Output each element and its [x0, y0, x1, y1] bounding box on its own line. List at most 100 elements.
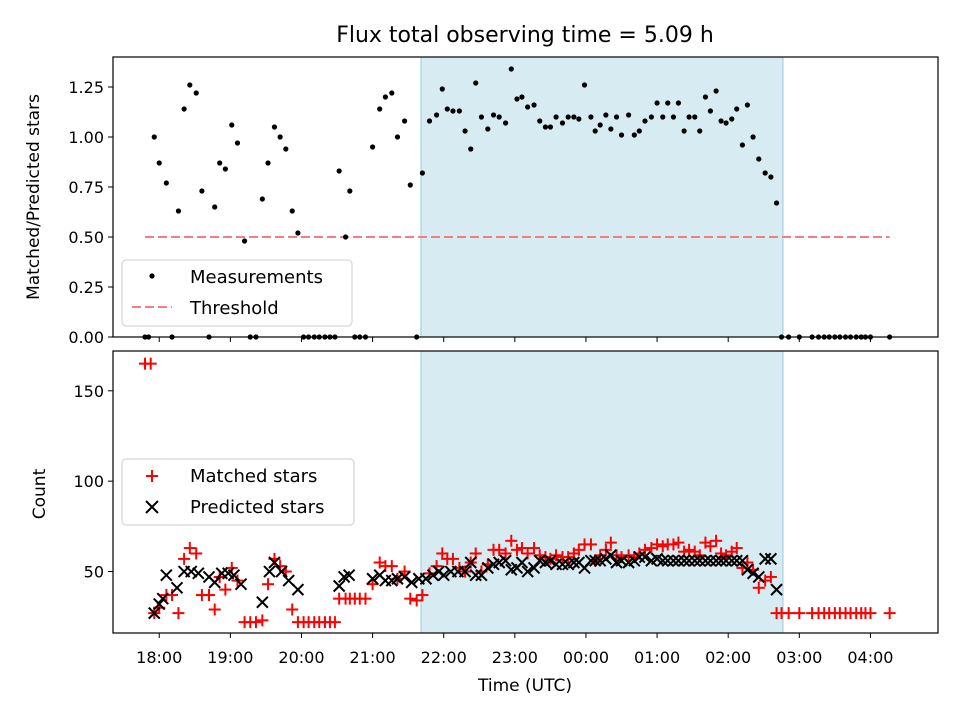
predicted-star-point — [736, 554, 749, 567]
predicted-star-point — [275, 565, 288, 578]
top-y-axis-label: Matched/Predicted stars — [24, 94, 44, 300]
top-ytick-label: 0.50 — [68, 228, 104, 247]
bottom-y-ticks: 50 100 150 — [73, 382, 113, 582]
matched-star-point — [528, 542, 541, 555]
matched-star-point — [262, 578, 275, 591]
measurement-point — [199, 188, 205, 194]
predicted-star-point — [405, 576, 418, 589]
predicted-star-point — [770, 583, 783, 596]
matched-star-point — [793, 607, 806, 620]
measurement-point — [592, 128, 598, 134]
predicted-star-point — [227, 568, 241, 582]
matched-star-point — [178, 552, 191, 565]
top-panel: Flux total observing time = 5.09 h 0.00 0… — [24, 23, 939, 347]
measurement-point — [336, 168, 342, 174]
predicted-star-point — [527, 561, 541, 575]
predicted-star-point — [661, 554, 674, 567]
measurement-point — [681, 128, 687, 134]
matched-star-point — [359, 592, 372, 605]
top-ytick-label: 0.00 — [68, 328, 104, 347]
measurement-point — [265, 160, 271, 166]
predicted-star-point — [672, 554, 685, 567]
legend-predicted-marker — [145, 500, 159, 514]
matched-star-point — [249, 616, 262, 629]
x-axis-label: Time (UTC) — [477, 676, 572, 696]
matched-star-point — [533, 549, 546, 562]
matched-star-point — [782, 607, 795, 620]
predicted-star-point — [481, 561, 495, 575]
measurement-point — [542, 124, 549, 130]
predicted-star-point — [208, 576, 221, 589]
matched-star-point — [864, 607, 877, 620]
matched-star-point — [752, 581, 765, 594]
matched-star-point — [398, 565, 411, 578]
measurement-point — [553, 114, 559, 120]
matched-star-point — [683, 543, 696, 556]
measurement-point — [377, 106, 383, 112]
top-chart-title: Flux total observing time = 5.09 h — [336, 23, 714, 48]
measurement-point — [187, 82, 193, 88]
measurement-point — [750, 134, 756, 140]
matched-star-point — [730, 542, 743, 555]
predicted-star-point — [419, 572, 433, 585]
predicted-star-point — [515, 556, 529, 569]
bottom-ytick-label: 100 — [73, 472, 104, 491]
measurement-point — [597, 122, 603, 128]
bottom-xtick-label: 00:00 — [563, 648, 609, 667]
matched-star-point — [144, 357, 157, 370]
measurement-point — [537, 118, 543, 124]
predicted-star-point — [148, 606, 161, 620]
bottom-legend: Matched stars Predicted stars — [121, 458, 355, 526]
predicted-star-point — [398, 570, 411, 584]
matched-star-point — [166, 589, 179, 602]
measurement-point — [571, 114, 577, 120]
measurement-point — [342, 234, 349, 240]
measurement-point — [547, 124, 553, 130]
measurement-point — [444, 106, 450, 112]
measurement-point — [762, 170, 768, 176]
measurement-point — [369, 144, 376, 150]
measurement-point — [234, 140, 241, 146]
matched-star-point — [385, 560, 398, 573]
measurement-point — [229, 122, 235, 128]
predicted-star-point — [752, 570, 765, 584]
measurement-point — [277, 134, 283, 140]
matched-star-point — [638, 543, 651, 556]
measurement-point — [713, 88, 719, 94]
matched-star-point — [416, 589, 429, 602]
measurement-point — [739, 142, 746, 148]
predicted-stars-points — [148, 549, 783, 620]
measurement-point — [670, 114, 677, 120]
measurement-point — [462, 128, 468, 134]
bottom-xtick-label: 02:00 — [705, 648, 751, 667]
matched-star-point — [622, 549, 635, 562]
measurement-point — [450, 108, 456, 114]
bottom-xtick-label: 03:00 — [776, 648, 822, 667]
matched-star-point — [404, 592, 417, 605]
measurement-point — [407, 182, 413, 188]
measurement-point — [490, 112, 497, 118]
measurement-point — [618, 132, 625, 138]
measurement-point — [468, 146, 474, 152]
top-ytick-label: 1.25 — [68, 78, 104, 97]
bottom-xtick-label: 04:00 — [847, 648, 893, 667]
top-legend-box — [121, 259, 353, 327]
measurement-point — [675, 100, 682, 106]
top-axes-frame — [112, 56, 939, 338]
measurement-point — [768, 174, 774, 180]
matched-star-point — [604, 536, 617, 549]
predicted-star-point — [656, 554, 669, 567]
predicted-star-point — [268, 556, 281, 569]
measurement-point — [686, 114, 692, 120]
matched-star-point — [190, 547, 203, 560]
bottom-y-axis-label: Count — [30, 468, 50, 519]
predicted-star-point — [693, 554, 706, 567]
predicted-star-point — [544, 554, 557, 567]
matched-star-point — [208, 603, 221, 616]
bottom-xtick-label: 22:00 — [421, 648, 467, 667]
predicted-star-point — [677, 554, 691, 567]
predicted-star-point — [699, 554, 712, 567]
measurement-point — [151, 134, 157, 140]
measurement-point — [212, 204, 218, 210]
measurement-point — [181, 106, 187, 112]
